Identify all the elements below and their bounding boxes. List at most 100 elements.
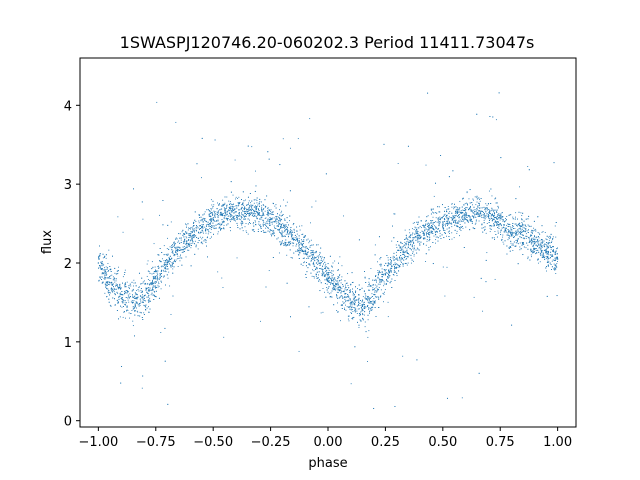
data-point — [427, 229, 429, 231]
data-point — [303, 241, 305, 243]
data-point — [447, 220, 449, 222]
data-point — [119, 285, 121, 287]
data-point — [118, 302, 119, 303]
data-point — [301, 225, 303, 227]
data-point — [528, 242, 530, 243]
data-point — [466, 207, 468, 209]
data-point — [444, 230, 446, 231]
data-point — [211, 211, 213, 213]
data-point — [519, 231, 521, 233]
data-point — [120, 293, 122, 296]
data-point — [431, 232, 433, 234]
data-point — [258, 223, 260, 225]
data-point — [367, 319, 369, 321]
data-point — [209, 226, 211, 227]
data-point — [176, 258, 178, 260]
data-point — [541, 250, 542, 252]
data-point — [247, 233, 249, 235]
data-point — [219, 222, 221, 224]
data-point — [380, 295, 382, 297]
data-point — [170, 313, 172, 315]
data-point — [481, 210, 483, 212]
data-point — [125, 317, 126, 319]
data-point — [193, 225, 195, 226]
data-point — [446, 217, 448, 219]
data-point — [210, 221, 212, 223]
data-point — [374, 301, 376, 303]
data-point — [446, 215, 448, 217]
data-point — [269, 217, 271, 219]
data-point — [343, 290, 345, 292]
data-point — [245, 211, 247, 213]
data-point — [521, 215, 523, 217]
data-point — [522, 243, 523, 244]
data-point — [126, 305, 128, 307]
data-point — [242, 203, 244, 205]
data-point — [256, 218, 258, 220]
data-point — [158, 254, 160, 256]
data-point — [421, 230, 423, 232]
data-point — [217, 271, 219, 273]
data-point — [177, 241, 179, 243]
data-point — [295, 245, 297, 247]
data-point — [452, 218, 454, 220]
data-point — [316, 267, 318, 269]
data-point — [307, 257, 309, 259]
data-point — [495, 119, 497, 121]
data-point — [127, 291, 129, 293]
data-point — [385, 283, 387, 285]
data-point — [262, 214, 263, 216]
data-point — [157, 273, 159, 275]
data-point — [333, 285, 335, 287]
data-point — [388, 277, 389, 279]
data-point — [380, 265, 382, 267]
data-point — [120, 294, 122, 295]
data-point — [504, 220, 506, 222]
data-point — [303, 237, 305, 239]
data-point — [405, 237, 407, 239]
data-point — [305, 273, 307, 275]
data-point — [367, 299, 369, 301]
data-point — [233, 208, 235, 210]
data-point — [188, 227, 190, 229]
data-point — [148, 306, 149, 308]
data-point — [210, 199, 212, 201]
data-point — [325, 173, 327, 175]
data-point — [113, 287, 115, 289]
data-point — [475, 216, 477, 218]
data-point — [118, 296, 120, 298]
data-point — [111, 285, 113, 286]
data-point — [368, 289, 370, 291]
data-point — [189, 245, 191, 246]
data-point — [489, 218, 491, 220]
data-point — [265, 231, 267, 233]
data-point — [115, 284, 117, 286]
data-point — [132, 297, 134, 298]
data-point — [440, 238, 442, 239]
data-point — [198, 217, 200, 219]
data-point — [411, 241, 413, 243]
data-point — [383, 273, 385, 275]
data-point — [348, 315, 350, 317]
data-point — [162, 266, 164, 268]
data-point — [193, 230, 195, 232]
data-point — [238, 202, 240, 204]
data-point — [512, 216, 514, 218]
data-point — [115, 283, 117, 285]
data-point — [117, 272, 119, 274]
data-point — [134, 304, 136, 306]
data-point — [324, 268, 326, 270]
data-point — [161, 281, 162, 283]
data-point — [141, 294, 143, 296]
data-point — [247, 207, 249, 209]
data-point — [326, 269, 328, 271]
data-point — [371, 296, 373, 297]
data-point — [113, 289, 115, 291]
data-point — [492, 225, 494, 227]
data-point — [444, 224, 446, 226]
data-point — [391, 266, 393, 268]
data-point — [503, 243, 505, 245]
data-point — [398, 270, 400, 272]
data-point — [499, 223, 501, 225]
data-point — [361, 304, 363, 305]
